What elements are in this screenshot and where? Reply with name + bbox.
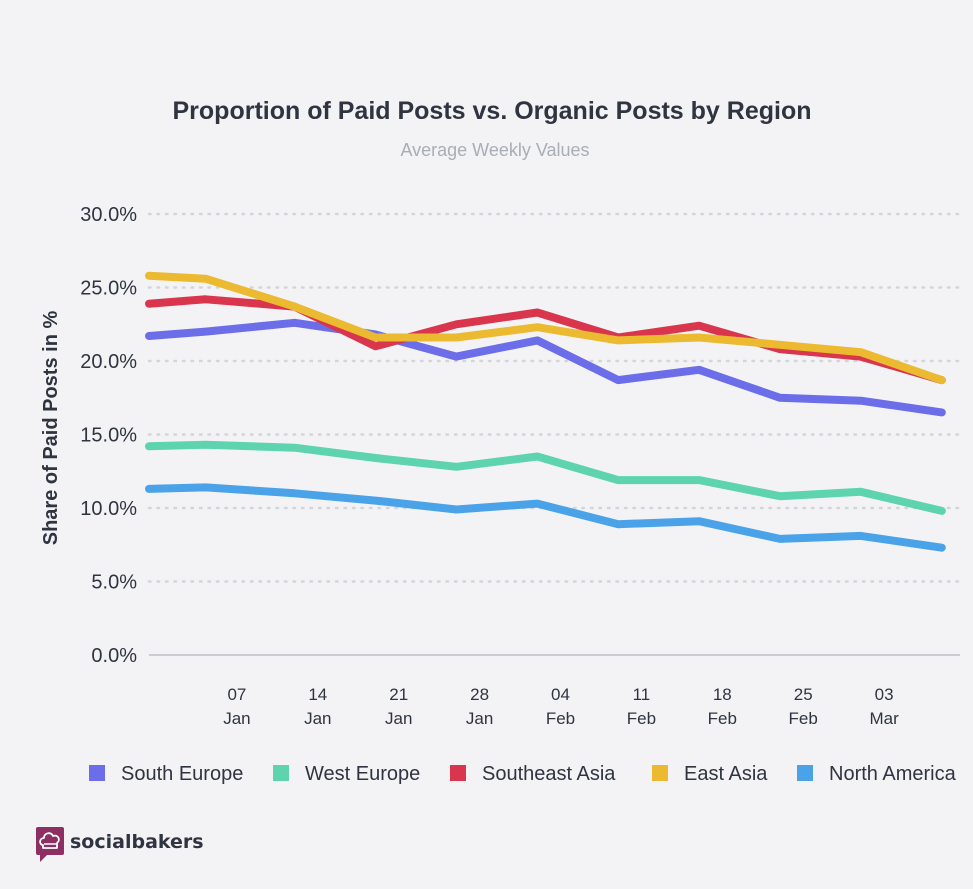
x-tick-label: 21 <box>389 685 408 704</box>
y-tick-label: 20.0% <box>80 351 137 373</box>
legend-swatch <box>652 765 668 781</box>
y-tick-label: 30.0% <box>80 204 137 226</box>
chart-subtitle: Average Weekly Values <box>400 140 589 160</box>
legend-label: South Europe <box>121 763 243 785</box>
socialbakers-logo: socialbakers <box>36 827 204 862</box>
x-tick-label: Jan <box>385 709 412 728</box>
x-tick-label: 07 <box>227 685 246 704</box>
x-tick-label: Feb <box>708 709 737 728</box>
y-tick-label: 10.0% <box>80 498 137 520</box>
legend-label: North America <box>829 763 957 785</box>
y-tick-label: 0.0% <box>91 645 137 667</box>
x-tick-label: Feb <box>546 709 575 728</box>
series-line-east-asia <box>145 271 946 385</box>
series-line-south-europe <box>145 318 946 417</box>
legend-swatch <box>273 765 289 781</box>
series-line-west-europe <box>145 440 946 515</box>
x-tick-label: Feb <box>789 709 818 728</box>
x-tick-label: Jan <box>304 709 331 728</box>
legend-item-south-europe[interactable]: South Europe <box>89 763 243 785</box>
series-line-north-america <box>145 483 946 552</box>
legend-item-north-america[interactable]: North America <box>797 763 957 785</box>
y-axis-ticks: 30.0% 25.0% 20.0% 15.0% 10.0% 5.0% 0.0% <box>80 204 137 667</box>
y-tick-label: 5.0% <box>91 572 137 594</box>
legend-label: East Asia <box>684 763 768 785</box>
x-tick-label: 25 <box>794 685 813 704</box>
legend-item-east-asia[interactable]: East Asia <box>652 763 768 785</box>
x-tick-label: Feb <box>627 709 656 728</box>
x-tick-label: 18 <box>713 685 732 704</box>
socialbakers-chef-hat-icon <box>36 827 64 862</box>
grid-lines <box>147 212 962 656</box>
x-tick-label: 04 <box>551 685 570 704</box>
x-axis-ticks: 07 Jan 14 Jan 21 Jan 28 Jan 04 Feb 11 Feb 18 Feb 25 Feb… <box>223 685 899 728</box>
legend-label: West Europe <box>305 763 420 785</box>
x-tick-label: Mar <box>869 709 899 728</box>
legend-swatch <box>450 765 466 781</box>
x-tick-label: Jan <box>223 709 250 728</box>
x-tick-label: 11 <box>633 685 651 704</box>
legend: South Europe West Europe Southeast Asia Eas… <box>89 763 957 785</box>
x-tick-label: 28 <box>470 685 489 704</box>
legend-swatch <box>89 765 105 781</box>
brand-name: socialbakers <box>70 831 204 853</box>
legend-item-west-europe[interactable]: West Europe <box>273 763 420 785</box>
legend-swatch <box>797 765 813 781</box>
y-axis-label: Share of Paid Posts in % <box>40 311 62 546</box>
y-tick-label: 15.0% <box>80 425 137 447</box>
chart-title: Proportion of Paid Posts vs. Organic Pos… <box>173 97 812 125</box>
x-tick-label: Jan <box>466 709 493 728</box>
y-tick-label: 25.0% <box>80 278 137 300</box>
x-tick-label: 14 <box>308 685 327 704</box>
series-line-southeast-asia <box>145 295 946 385</box>
series-lines <box>145 271 946 552</box>
legend-item-southeast-asia[interactable]: Southeast Asia <box>450 763 616 785</box>
x-tick-label: 03 <box>875 685 894 704</box>
legend-label: Southeast Asia <box>482 763 616 785</box>
